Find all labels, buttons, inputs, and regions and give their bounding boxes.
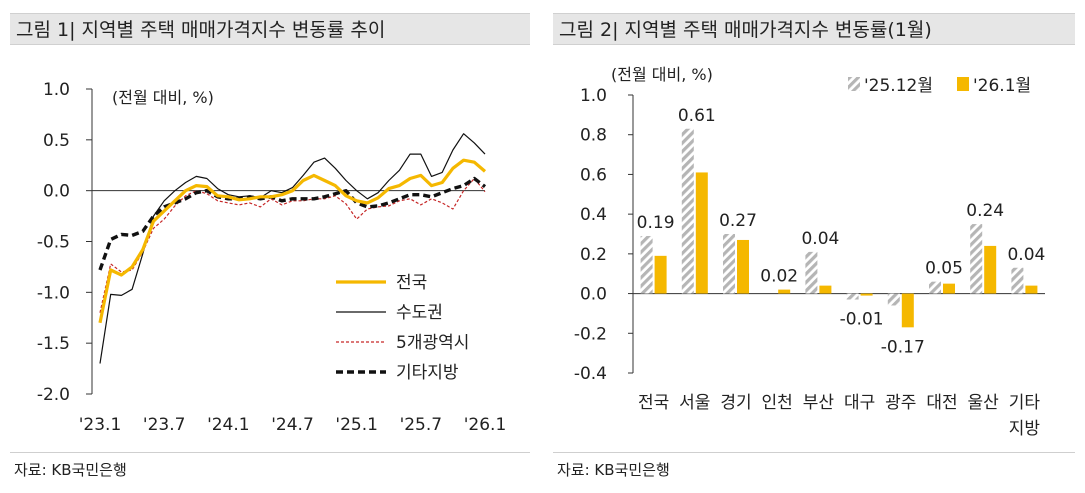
chart2-bottom-rule — [553, 452, 1075, 453]
y-tick-label: -0.4 — [574, 364, 607, 384]
data-label: 0.24 — [966, 201, 1004, 221]
series-line-2 — [99, 177, 486, 313]
bar-prev — [929, 281, 941, 294]
bar-prev — [846, 293, 859, 300]
category-label: 전국 — [638, 393, 669, 413]
bar-current — [695, 172, 708, 294]
y-tick-label: -2.0 — [37, 385, 70, 405]
y-tick-label: -0.5 — [37, 233, 70, 253]
legend-swatch-current — [957, 77, 969, 91]
legend-label-2: 5개광역시 — [396, 333, 469, 353]
category-label: 대전 — [926, 393, 957, 413]
y-tick-label: -1.0 — [37, 283, 70, 303]
category-label: 부산 — [803, 393, 835, 413]
legend-swatch-prev — [848, 77, 860, 91]
bar-current — [984, 245, 997, 294]
bar-current — [819, 285, 832, 294]
bar-prev — [681, 128, 694, 294]
y-tick-label: 0.0 — [43, 182, 70, 202]
bar-prev — [805, 251, 818, 294]
unit-label: (전월 대비, %) — [611, 65, 713, 84]
legend-label-current: '26.1월 — [973, 76, 1031, 96]
bar-current — [737, 239, 749, 294]
y-tick-label: -0.2 — [574, 324, 607, 344]
x-tick-label: '26.1 — [464, 415, 507, 435]
y-tick-label: 1.0 — [580, 86, 607, 106]
line-chart: 1.0 0.5 0.0 -0.5 -1.0 -1.5 -2.0 '23.1 '23.7 '24.1… — [37, 80, 507, 435]
chart1-title: 그림 1| 지역별 주택 매매가격지수 변동률 추이 — [10, 13, 530, 45]
y-tick-label: 1.0 — [43, 80, 70, 100]
category-label: 대구 — [844, 393, 875, 413]
bar-current — [860, 293, 873, 296]
data-label: 0.04 — [1007, 245, 1045, 265]
y-tick-label: 0.6 — [580, 165, 607, 185]
bar-chart: 1.0 0.8 0.6 0.4 0.2 0.0 -0.2 -0.4 (전월 대비, %) 0.19… — [574, 65, 1046, 439]
category-label: 지방 — [1009, 419, 1041, 439]
bar-current — [654, 255, 667, 294]
x-tick-label: '23.7 — [143, 415, 186, 435]
bar-prev — [1011, 267, 1024, 294]
bar-current — [778, 289, 791, 294]
bar-prev — [887, 293, 900, 306]
data-label: 0.19 — [637, 213, 675, 233]
chart2-title: 그림 2| 지역별 주택 매매가격지수 변동률(1월) — [553, 13, 1075, 45]
category-label: 울산 — [968, 393, 1000, 413]
y-tick-label: 0.8 — [580, 126, 607, 146]
unit-label: (전월 대비, %) — [112, 88, 214, 107]
category-label: 광주 — [885, 393, 916, 413]
bar-prev — [723, 234, 735, 294]
y-tick-label: 0.0 — [580, 285, 607, 305]
category-label: 경기 — [720, 393, 751, 413]
series-line-0 — [98, 158, 487, 324]
series-line-1 — [99, 133, 486, 364]
x-tick-label: '25.1 — [335, 415, 378, 435]
legend-label-0: 전국 — [396, 273, 427, 293]
data-label: 0.05 — [925, 259, 963, 279]
data-label: 0.02 — [760, 267, 798, 287]
bar-current — [901, 293, 914, 328]
chart2-source: 자료: KB국민은행 — [557, 461, 670, 479]
category-label: 기타 — [1009, 393, 1041, 413]
bar-prev — [640, 235, 653, 294]
x-tick-label: '24.7 — [271, 415, 314, 435]
y-tick-label: -1.5 — [37, 334, 70, 354]
category-label: 인천 — [762, 393, 793, 413]
category-label: 서울 — [679, 393, 710, 413]
x-tick-label: '25.7 — [400, 415, 443, 435]
y-tick-label: 0.5 — [43, 131, 70, 151]
data-label: -0.17 — [881, 337, 925, 357]
chart1-source: 자료: KB국민은행 — [14, 461, 127, 479]
series-line-3 — [98, 176, 487, 271]
x-tick-label: '24.1 — [207, 415, 250, 435]
bar-prev — [970, 224, 983, 294]
data-label: 0.04 — [801, 229, 839, 249]
data-label: 0.27 — [719, 211, 757, 231]
data-label: 0.61 — [678, 106, 716, 126]
bar-current — [1025, 285, 1038, 294]
chart1-bottom-rule — [10, 452, 530, 453]
legend-label-prev: '25.12월 — [864, 76, 933, 96]
legend-label-1: 수도권 — [396, 303, 443, 323]
data-label: -0.01 — [840, 310, 884, 330]
x-tick-label: '23.1 — [79, 415, 122, 435]
y-tick-label: 0.4 — [580, 205, 607, 225]
legend-label-3: 기타지방 — [396, 363, 459, 383]
bar-current — [943, 283, 955, 294]
y-tick-label: 0.2 — [580, 245, 607, 265]
